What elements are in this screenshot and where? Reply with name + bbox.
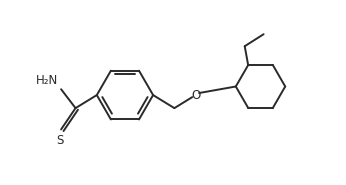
Text: H₂N: H₂N: [36, 74, 58, 87]
Text: O: O: [191, 89, 200, 102]
Text: S: S: [57, 134, 64, 147]
